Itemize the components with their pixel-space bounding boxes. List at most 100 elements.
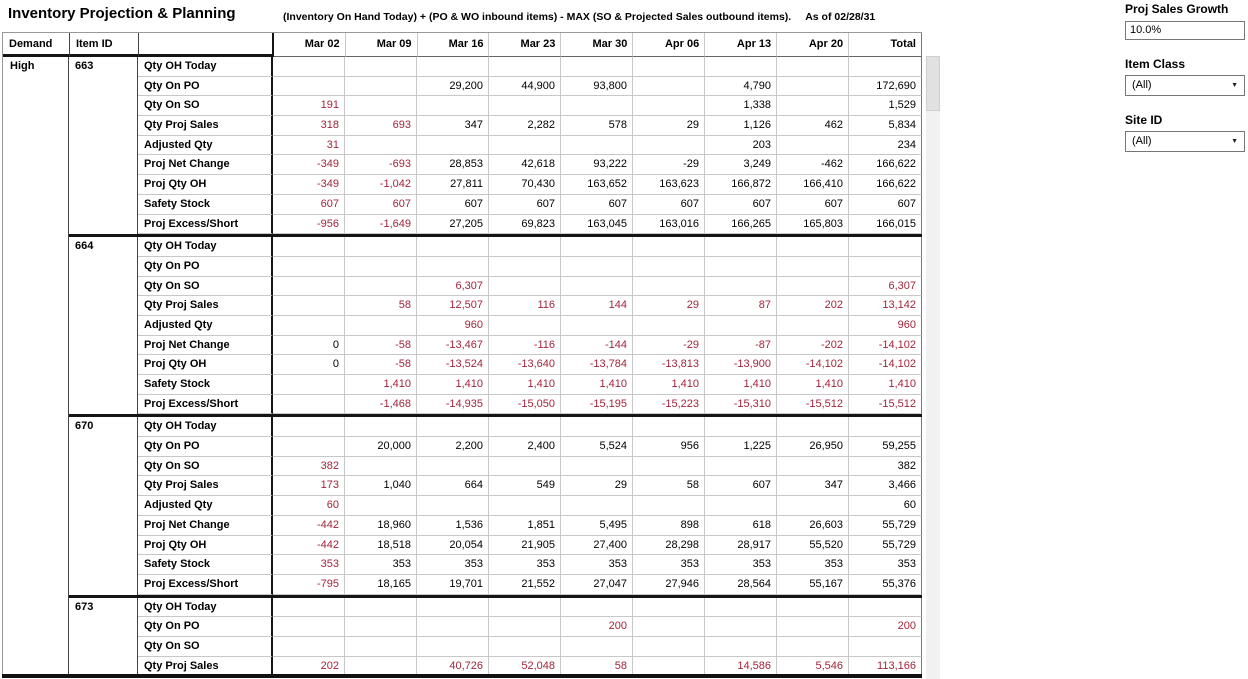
value-cell: 1,536 [417,515,489,536]
value-cell: 28,917 [705,535,777,556]
value-cell [777,496,849,516]
value-cell: 3,249 [705,155,777,176]
metric-row-label: Qty On SO [138,636,273,657]
value-cell [417,636,489,657]
item-block-673: 673 Qty OH Today Qty On PO 200 200 Qty On SO Q… [69,597,922,677]
value-cell [345,237,417,257]
value-cell [777,237,849,257]
value-cell [273,76,345,97]
value-cell [849,256,922,277]
table-body: High 663 Qty OH Today Qty On PO 29,200 44,90… [3,57,922,677]
as-of-date: As of 02/28/31 [805,11,876,23]
value-cell [417,237,489,257]
metric-row-label: Qty On SO [138,96,273,117]
value-cell: 58 [633,476,705,497]
metric-row-label: Proj Net Change [138,515,273,536]
value-cell: 6,307 [417,276,489,297]
site-id-dropdown[interactable]: (All) ▼ [1125,130,1245,152]
value-cell [273,57,345,77]
metric-row-label: Proj Excess/Short [138,574,273,595]
proj-sales-growth-input[interactable] [1125,20,1245,40]
metric-row-label: Safety Stock [138,375,273,395]
item-class-dropdown[interactable]: (All) ▼ [1125,74,1245,96]
value-cell: 4,790 [705,76,777,97]
site-id-label: Site ID [1125,112,1163,127]
metric-row-label: Qty On PO [138,617,273,637]
vertical-scrollbar[interactable] [926,56,940,679]
value-cell [417,597,489,618]
scrollbar-thumb[interactable] [926,56,940,111]
value-cell [705,636,777,657]
value-cell [705,417,777,438]
value-cell: -13,640 [489,355,561,375]
metric-row-label: Adjusted Qty [138,135,273,156]
value-cell: 347 [777,476,849,497]
value-cell [633,417,705,438]
value-cell: 549 [489,476,561,497]
value-cell: -58 [345,355,417,375]
value-cell [489,417,561,438]
value-cell: 21,552 [489,574,561,595]
value-cell: 347 [417,116,489,136]
value-cell: 2,282 [489,116,561,136]
value-cell [417,417,489,438]
column-header-mar-16: Mar 16 [417,33,490,57]
value-cell: 42,618 [489,155,561,176]
item-block-664: 664 Qty OH Today Qty On PO Qty On SO 6,307 6,… [69,237,922,418]
value-cell [273,256,345,277]
value-cell [273,394,345,415]
value-cell [633,276,705,297]
value-cell: 166,015 [849,214,922,235]
value-cell [705,256,777,277]
demand-column-header: Demand [3,33,70,57]
value-cell: 200 [849,617,922,637]
value-cell [633,315,705,336]
value-cell [633,456,705,477]
column-header-apr-20: Apr 20 [777,33,850,57]
value-cell: 462 [777,116,849,136]
value-cell: -15,050 [489,394,561,415]
value-cell: 166,872 [705,175,777,195]
item-class-selected-value: (All) [1132,79,1152,91]
value-cell: 1,410 [345,375,417,395]
value-cell [417,256,489,277]
chevron-down-icon: ▼ [1231,81,1238,89]
value-cell: 1,410 [561,375,633,395]
value-cell: 18,165 [345,574,417,595]
value-cell [633,57,705,77]
value-cell [489,456,561,477]
value-cell [345,135,417,156]
value-cell [561,456,633,477]
value-cell: -15,512 [849,394,922,415]
value-cell [489,617,561,637]
value-cell: -956 [273,214,345,235]
value-cell: 382 [273,456,345,477]
column-header-mar-30: Mar 30 [561,33,634,57]
value-cell: -15,512 [777,394,849,415]
value-cell: 2,200 [417,437,489,457]
value-cell: 607 [417,194,489,215]
value-cell: 607 [345,194,417,215]
value-cell [561,237,633,257]
value-cell [777,617,849,637]
value-cell: 1,410 [777,375,849,395]
value-cell [345,276,417,297]
value-cell: 60 [849,496,922,516]
value-cell: 898 [633,515,705,536]
value-cell: 1,040 [345,476,417,497]
metric-row-label: Proj Qty OH [138,535,273,556]
value-cell: 607 [705,194,777,215]
item-blocks: 663 Qty OH Today Qty On PO 29,200 44,900 93,8… [69,57,922,677]
value-cell: -13,813 [633,355,705,375]
value-cell: 318 [273,116,345,136]
value-cell: 55,729 [849,535,922,556]
value-cell: -1,468 [345,394,417,415]
value-cell [777,456,849,477]
value-cell [417,135,489,156]
metric-row-label: Qty On SO [138,456,273,477]
value-cell [489,496,561,516]
value-cell: -442 [273,515,345,536]
value-cell: 607 [273,194,345,215]
value-cell [561,256,633,277]
value-cell: -349 [273,175,345,195]
